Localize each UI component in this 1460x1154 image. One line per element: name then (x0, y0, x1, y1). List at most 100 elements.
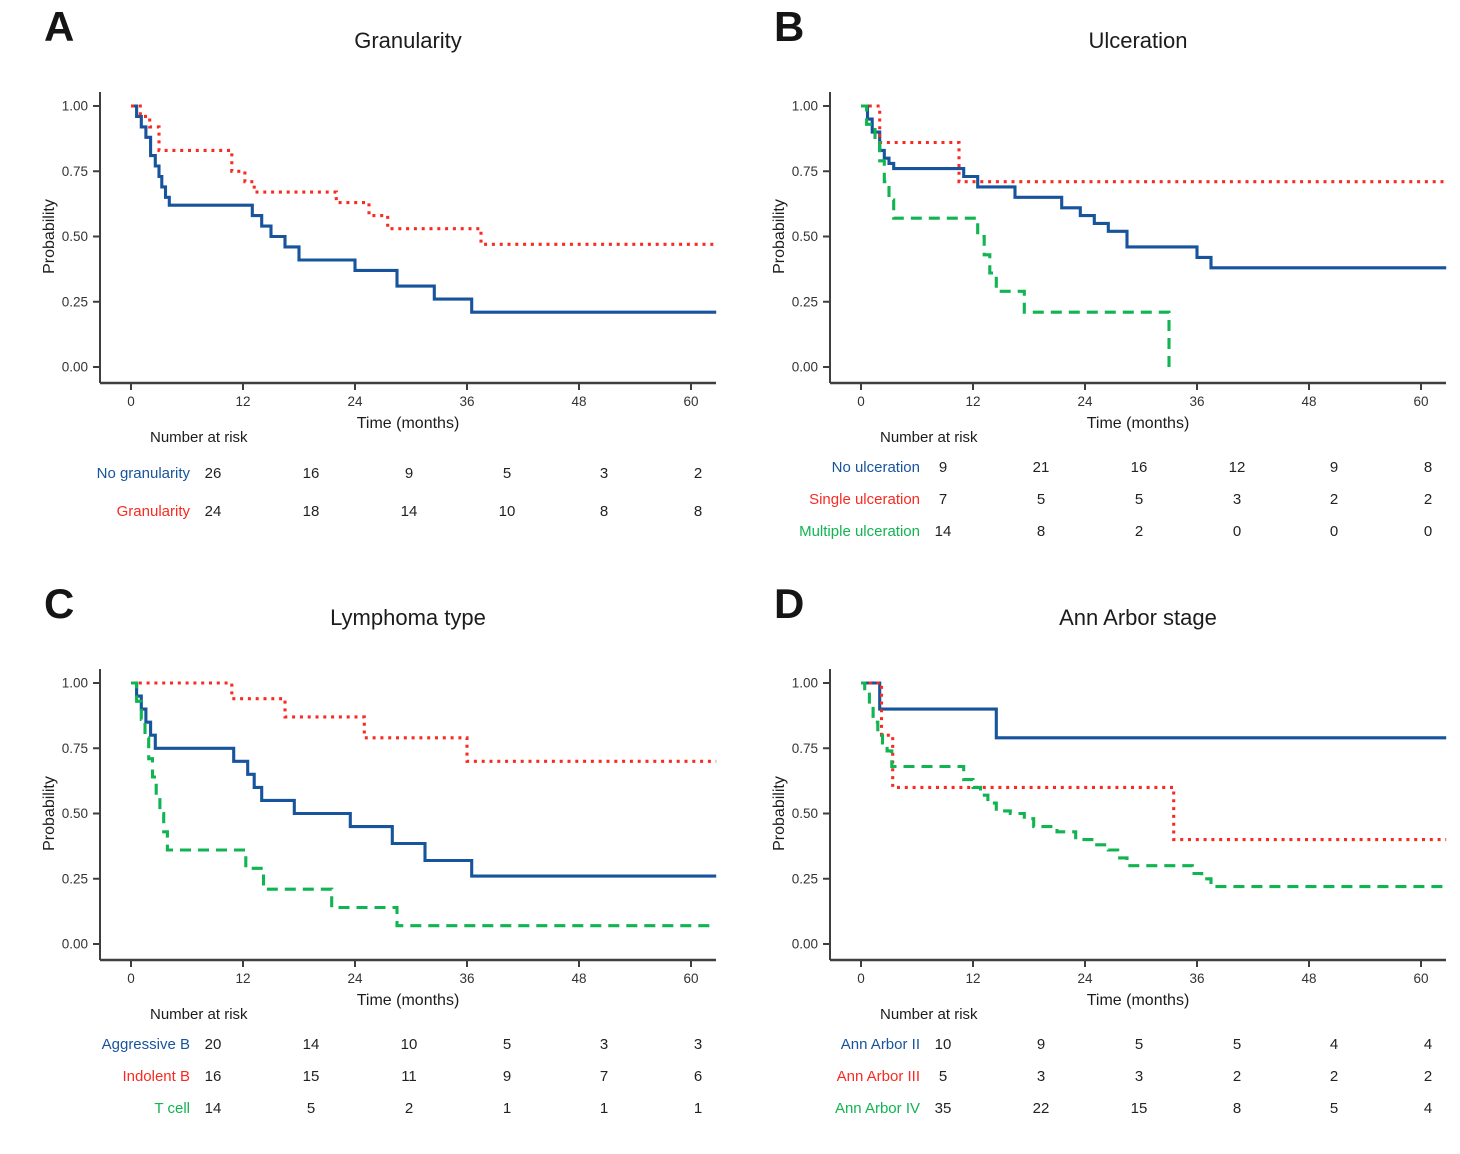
x-tick-label: 12 (235, 394, 250, 409)
x-tick-label: 24 (347, 394, 363, 409)
km-curve-ann-arbor-iv (861, 681, 1447, 889)
risk-row-label-t-cell: T cell (154, 1100, 190, 1117)
panel-b-chart: Ulceration 1.00 0.75 0.50 0.25 0.00 0 12 24 36 48 6… (771, 28, 1447, 540)
risk-value: 9 (1037, 1036, 1045, 1053)
x-axis-label: Time (months) (357, 992, 460, 1009)
risk-value: 12 (1229, 459, 1246, 476)
risk-value: 8 (1233, 1100, 1241, 1117)
y-tick-label: 0.00 (792, 937, 818, 952)
x-axis-label: Time (months) (1087, 992, 1190, 1009)
panel-b: B Ulceration 1.00 0.75 0.50 0.25 0.00 0 12 24 36 4… (730, 0, 1460, 577)
risk-value: 10 (401, 1036, 418, 1053)
km-curve-ann-arbor-ii (861, 681, 1447, 740)
risk-value: 2 (1330, 491, 1338, 508)
risk-table-header: Number at risk (150, 429, 248, 446)
y-tick-label: 1.00 (792, 99, 818, 114)
panel-title: Ulceration (1088, 28, 1187, 53)
risk-value: 8 (1424, 459, 1432, 476)
risk-value: 16 (205, 1068, 222, 1085)
risk-value: 3 (694, 1036, 702, 1053)
risk-value: 4 (1424, 1100, 1432, 1117)
risk-value: 5 (939, 1068, 947, 1085)
y-tick-label: 0.00 (62, 937, 88, 952)
risk-value: 8 (1037, 523, 1045, 540)
risk-row-label-granularity: Granularity (117, 503, 191, 520)
risk-value: 9 (405, 465, 413, 482)
risk-value: 14 (401, 503, 418, 520)
risk-value: 14 (935, 523, 952, 540)
risk-row-label-no-granularity: No granularity (97, 465, 191, 482)
x-tick-label: 48 (1301, 394, 1316, 409)
risk-value: 5 (1330, 1100, 1338, 1117)
risk-value: 24 (205, 503, 222, 520)
y-axis-label: Probability (41, 199, 58, 274)
km-curve-single-ulceration (861, 104, 1447, 184)
risk-value: 2 (1330, 1068, 1338, 1085)
x-tick-label: 36 (459, 394, 474, 409)
risk-value: 21 (1033, 459, 1050, 476)
risk-value: 4 (1424, 1036, 1432, 1053)
risk-value: 10 (499, 503, 516, 520)
y-tick-label: 1.00 (62, 676, 88, 691)
risk-table-header: Number at risk (150, 1006, 248, 1023)
risk-value: 5 (1233, 1036, 1241, 1053)
risk-value: 22 (1033, 1100, 1050, 1117)
risk-value: 2 (1135, 523, 1143, 540)
x-tick-label: 24 (1077, 394, 1093, 409)
x-tick-label: 24 (1077, 971, 1093, 986)
x-tick-label: 36 (1189, 971, 1204, 986)
risk-value: 9 (1330, 459, 1338, 476)
km-curve-multiple-ulceration (861, 104, 1171, 367)
x-tick-label: 48 (571, 394, 586, 409)
x-tick-label: 0 (127, 394, 135, 409)
x-tick-label: 12 (965, 971, 980, 986)
x-tick-label: 60 (683, 971, 698, 986)
risk-value: 20 (205, 1036, 222, 1053)
panel-title: Lymphoma type (330, 605, 486, 630)
x-tick-label: 36 (459, 971, 474, 986)
y-tick-label: 0.25 (62, 294, 88, 309)
risk-value: 3 (1037, 1068, 1045, 1085)
risk-value: 5 (503, 1036, 511, 1053)
x-tick-label: 48 (571, 971, 586, 986)
panel-title: Granularity (354, 28, 462, 53)
risk-value: 8 (600, 503, 608, 520)
risk-table-header: Number at risk (880, 429, 978, 446)
risk-value: 3 (1135, 1068, 1143, 1085)
x-axis-label: Time (months) (1087, 415, 1190, 432)
risk-value: 14 (303, 1036, 320, 1053)
risk-value: 14 (205, 1100, 222, 1117)
risk-value: 2 (1233, 1068, 1241, 1085)
x-axis-label: Time (months) (357, 415, 460, 432)
km-curve-granularity (131, 104, 717, 246)
risk-value: 2 (1424, 491, 1432, 508)
panel-d: D Ann Arbor stage 1.00 0.75 0.50 0.25 0.00 0 12… (730, 577, 1460, 1154)
risk-row-label-ann-arbor-ii: Ann Arbor II (841, 1036, 920, 1053)
x-tick-label: 12 (965, 394, 980, 409)
panel-b-letter: B (774, 3, 805, 50)
x-tick-label: 24 (347, 971, 363, 986)
risk-value: 3 (600, 1036, 608, 1053)
panel-a-letter: A (44, 3, 75, 50)
risk-value: 3 (600, 465, 608, 482)
x-tick-label: 60 (1413, 971, 1428, 986)
y-tick-label: 0.25 (792, 871, 818, 886)
risk-value: 4 (1330, 1036, 1338, 1053)
panel-d-letter: D (774, 580, 805, 627)
risk-value: 9 (939, 459, 947, 476)
risk-value: 6 (694, 1068, 702, 1085)
km-curve-ann-arbor-iii (861, 681, 1447, 842)
risk-table-header: Number at risk (880, 1006, 978, 1023)
y-tick-label: 0.75 (62, 164, 88, 179)
y-tick-label: 0.00 (62, 360, 88, 375)
y-tick-label: 0.25 (62, 871, 88, 886)
risk-value: 0 (1233, 523, 1241, 540)
risk-value: 0 (1330, 523, 1338, 540)
risk-value: 16 (303, 465, 320, 482)
risk-value: 16 (1131, 459, 1148, 476)
risk-value: 15 (303, 1068, 320, 1085)
risk-row-label-ann-arbor-iv: Ann Arbor IV (835, 1100, 920, 1117)
km-curve-no-granularity (131, 104, 717, 314)
panel-title: Ann Arbor stage (1059, 605, 1217, 630)
